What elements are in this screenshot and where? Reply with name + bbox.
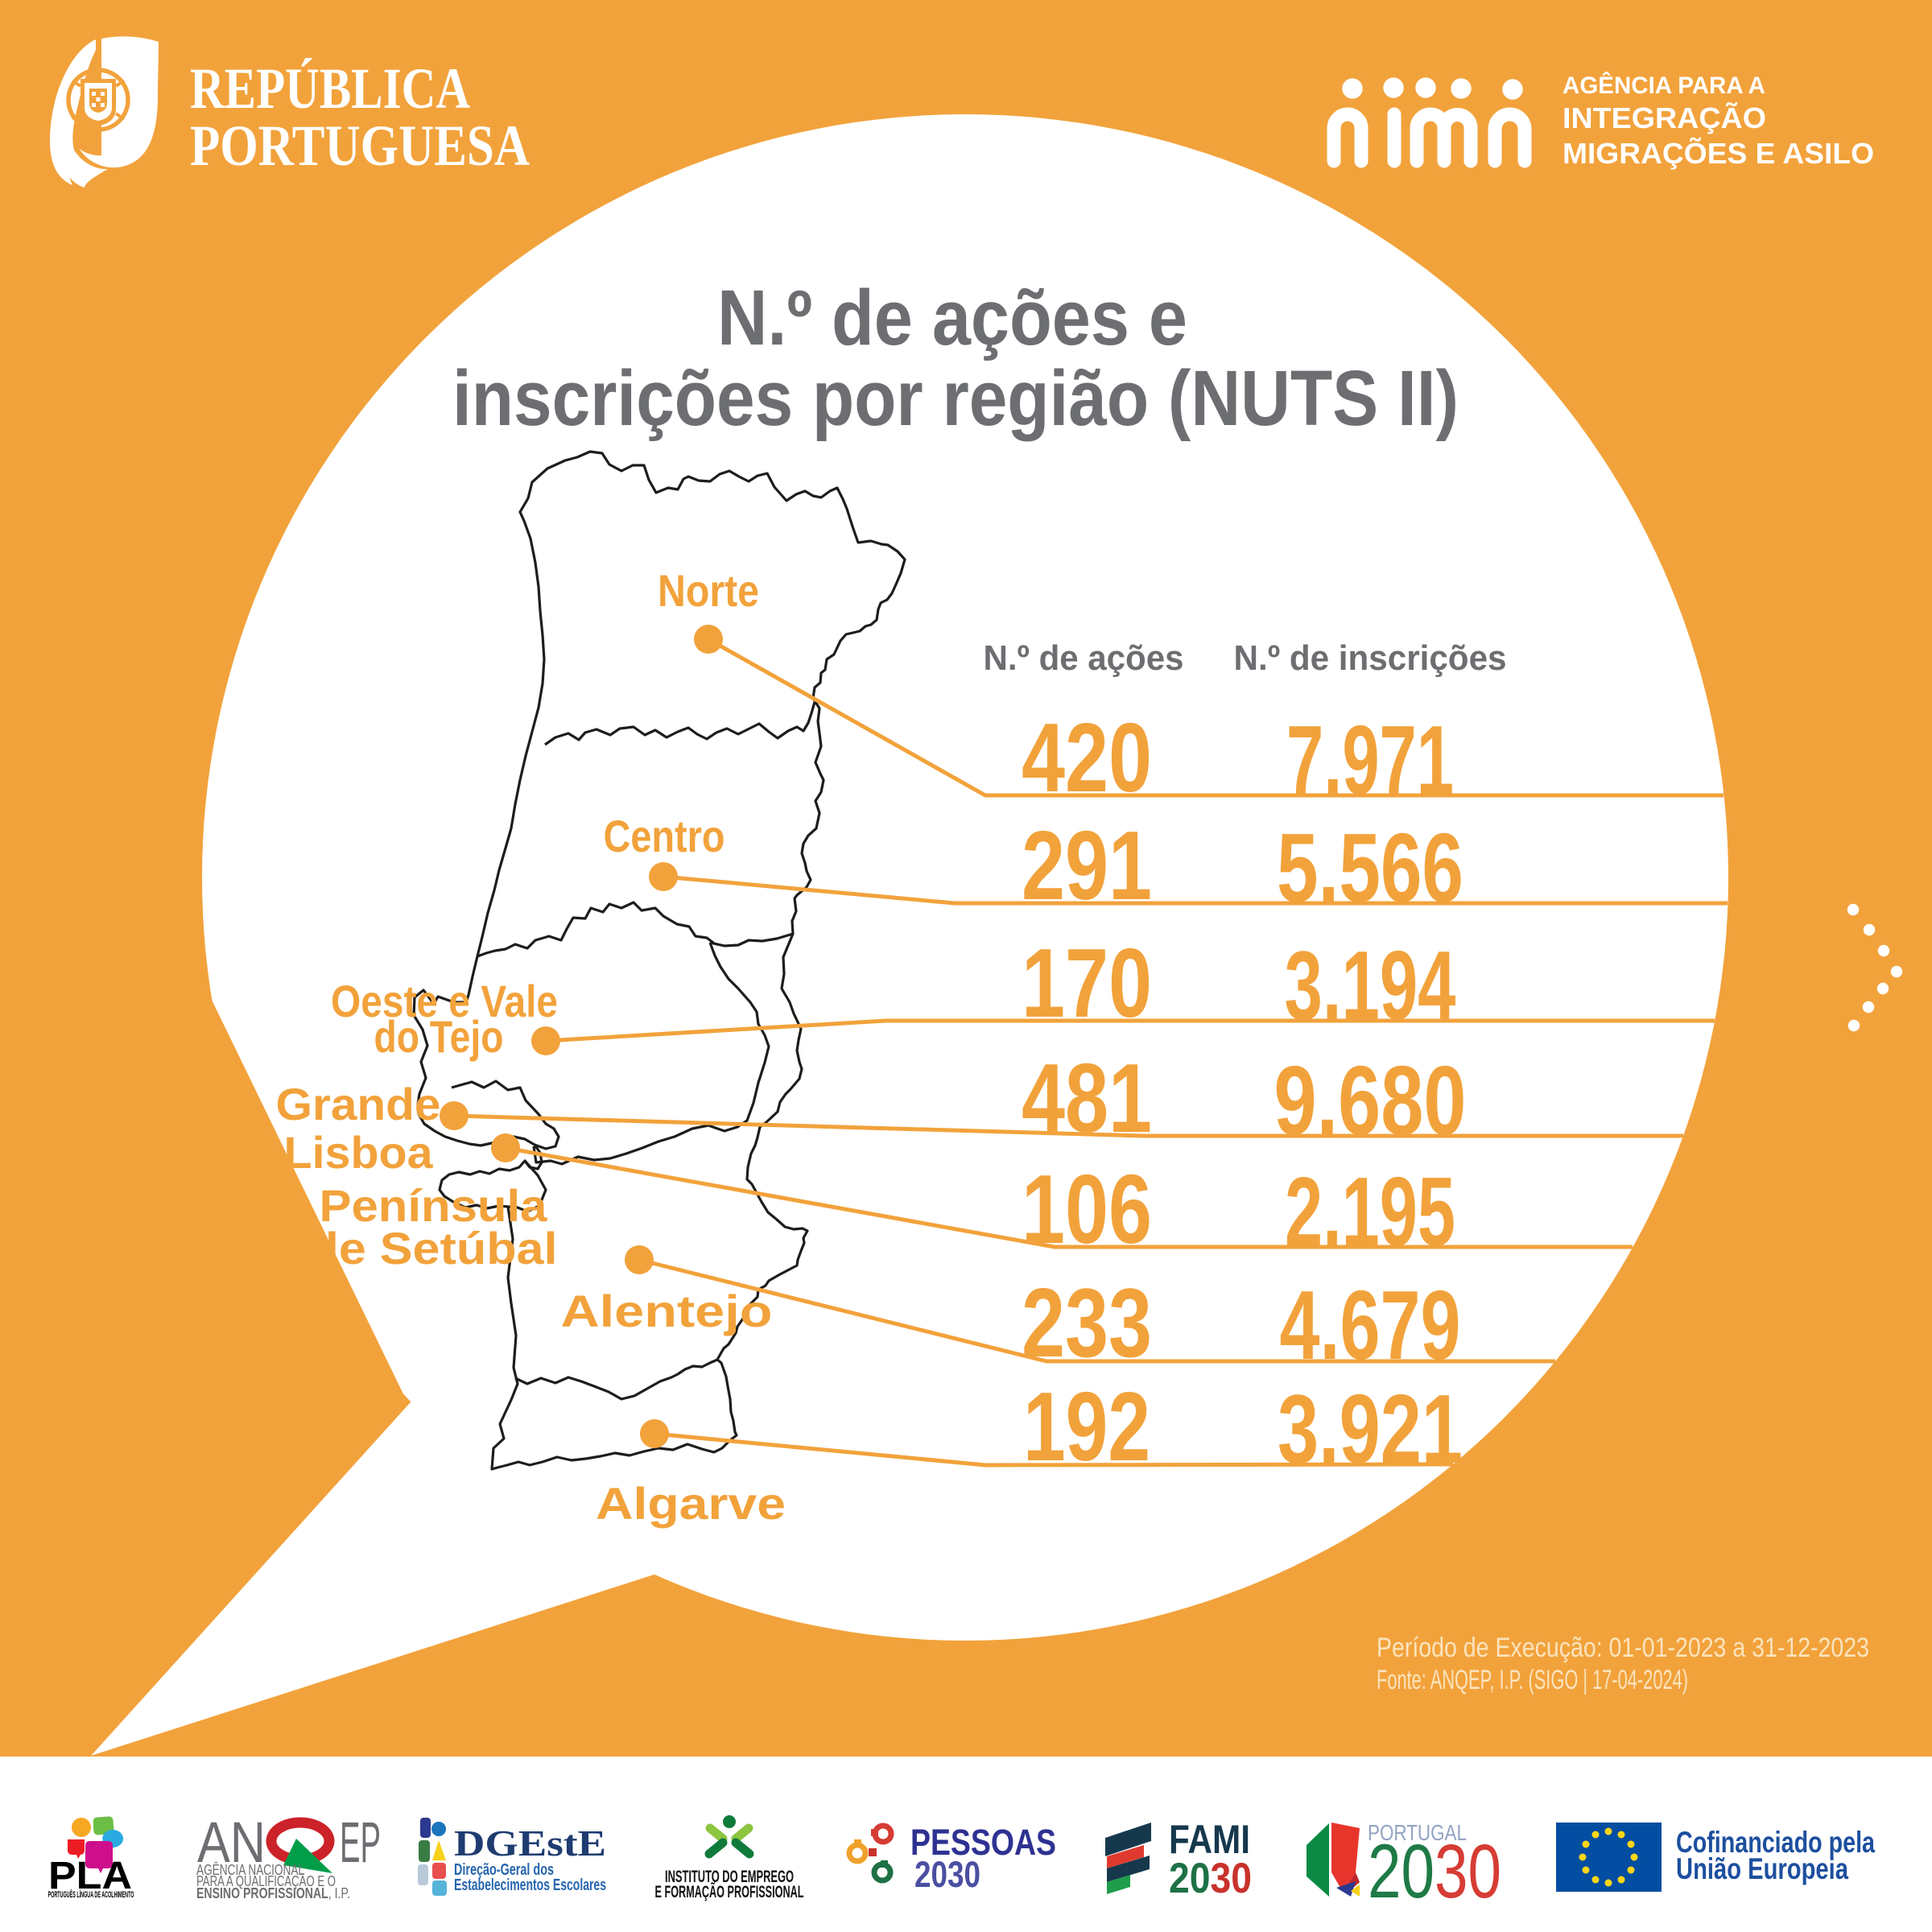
svg-text:INSTITUTO DO EMPREGO: INSTITUTO DO EMPREGO [665,1868,794,1886]
svg-text:170: 170 [1022,928,1152,1038]
svg-text:2030: 2030 [914,1854,980,1895]
svg-text:Período de Execução: 01-01-202: Período de Execução: 01-01-2023 a 31-12-… [1377,1633,1869,1663]
svg-text:192: 192 [1023,1372,1150,1481]
svg-text:106: 106 [1022,1154,1152,1264]
svg-text:ENSINO PROFISSIONAL, I.P.: ENSINO PROFISSIONAL, I.P. [196,1885,350,1901]
svg-text:PORTUGUÊS LÍNGUA DE ACOLHIMENT: PORTUGUÊS LÍNGUA DE ACOLHIMENTO [48,1889,134,1900]
svg-text:Estabelecimentos Escolares: Estabelecimentos Escolares [454,1876,606,1894]
svg-text:N.º de ações: N.º de ações [984,638,1184,678]
svg-text:PESSOAS: PESSOAS [910,1822,1056,1863]
svg-text:N.º de inscrições: N.º de inscrições [1234,638,1507,678]
svg-text:Direção-Geral dos: Direção-Geral dos [454,1861,554,1879]
svg-text:DGEstE: DGEstE [454,1823,606,1864]
svg-text:Algarve: Algarve [596,1478,786,1529]
svg-text:Alentejo: Alentejo [561,1286,773,1336]
svg-text:420: 420 [1022,703,1152,812]
svg-text:Fonte: ANQEP, I.P. (SIGO | 17-: Fonte: ANQEP, I.P. (SIGO | 17-04-2024) [1377,1665,1688,1695]
svg-text:FAMI: FAMI [1169,1817,1250,1862]
svg-text:N.º de ações e: N.º de ações e [717,274,1187,361]
svg-text:E FORMAÇÃO PROFISSIONAL: E FORMAÇÃO PROFISSIONAL [655,1883,804,1901]
svg-text:3.194: 3.194 [1285,931,1456,1040]
svg-text:Oeste e Vale: Oeste e Vale [331,976,558,1026]
svg-text:4.679: 4.679 [1280,1270,1461,1380]
svg-text:233: 233 [1022,1268,1152,1377]
svg-text:PORTUGAL: PORTUGAL [1368,1820,1467,1845]
svg-text:AGÊNCIA PARA A: AGÊNCIA PARA A [1563,72,1765,99]
svg-text:AN: AN [197,1811,266,1875]
svg-text:3.921: 3.921 [1278,1374,1463,1484]
svg-text:Cofinanciado pela: Cofinanciado pela [1676,1826,1875,1859]
svg-text:PARA A QUALIFICAÇÃO E O: PARA A QUALIFICAÇÃO E O [196,1872,336,1889]
svg-text:291: 291 [1022,811,1152,920]
svg-text:INTEGRAÇÃO: INTEGRAÇÃO [1563,101,1766,134]
svg-text:2030: 2030 [1169,1855,1252,1902]
svg-text:União Europeia: União Europeia [1676,1852,1848,1885]
svg-text:7.971: 7.971 [1286,705,1454,815]
svg-text:Centro: Centro [604,811,725,861]
svg-text:do Tejo: do Tejo [374,1011,504,1062]
svg-text:Norte: Norte [658,565,759,616]
svg-text:AGÊNCIA NACIONAL: AGÊNCIA NACIONAL [196,1862,304,1878]
svg-text:Lisboa: Lisboa [284,1127,434,1178]
svg-text:2030: 2030 [1368,1829,1501,1914]
svg-text:PORTUGUESA: PORTUGUESA [190,114,530,178]
svg-text:inscrições por região (NUTS II: inscrições por região (NUTS II) [452,354,1459,442]
svg-text:MIGRAÇÕES E ASILO: MIGRAÇÕES E ASILO [1563,136,1874,170]
svg-text:5.566: 5.566 [1277,813,1463,923]
svg-text:Península: Península [320,1180,548,1231]
svg-text:Grande: Grande [276,1079,441,1129]
svg-text:PLA: PLA [48,1855,132,1897]
svg-text:2.195: 2.195 [1285,1157,1455,1266]
svg-text:EP: EP [340,1811,381,1875]
svg-text:de Setúbal: de Setúbal [309,1223,558,1274]
svg-text:REPÚBLICA: REPÚBLICA [190,56,470,121]
svg-text:481: 481 [1022,1043,1152,1153]
svg-text:9.680: 9.680 [1274,1046,1467,1155]
